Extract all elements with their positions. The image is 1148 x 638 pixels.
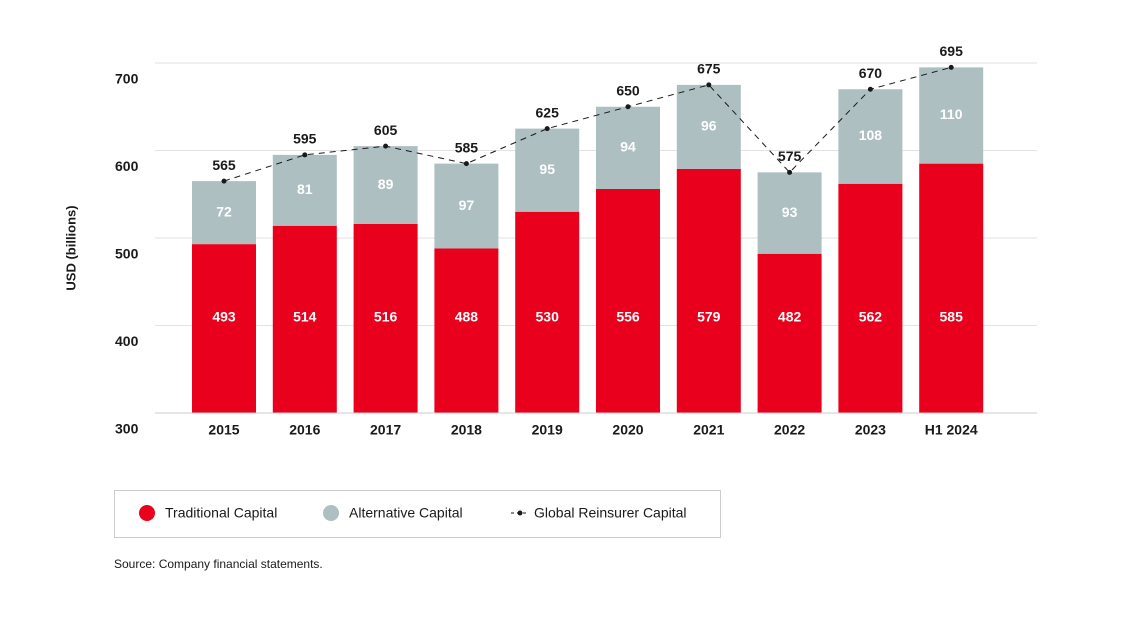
line-value-label: 625	[536, 104, 560, 120]
bar-value-label: 97	[459, 197, 475, 213]
bar-segment	[919, 67, 984, 164]
source-note: Source: Company financial statements.	[114, 557, 323, 571]
legend-swatch	[139, 505, 155, 521]
bar-segment	[192, 181, 256, 245]
bar-segment	[272, 225, 337, 413]
bar-segment	[596, 189, 660, 413]
bar-value-label: 95	[539, 161, 555, 177]
line-value-label: 565	[212, 157, 236, 173]
bar-value-label: 110	[940, 106, 963, 122]
bar-segment	[919, 163, 984, 413]
bar-value-label: 89	[378, 176, 394, 192]
line-point	[544, 126, 550, 132]
line-point	[625, 104, 631, 110]
legend-label: Alternative Capital	[349, 505, 463, 521]
bar-value-label: 556	[616, 309, 640, 325]
bar-segment	[353, 224, 418, 413]
line-value-label: 670	[859, 65, 883, 81]
line-value-label: 575	[778, 148, 802, 164]
line-value-label: 595	[293, 131, 317, 147]
y-tick-label: 500	[115, 246, 139, 262]
bar-value-label: 81	[297, 181, 313, 197]
x-tick-label: 2020	[612, 422, 643, 438]
bar-segment	[434, 163, 499, 249]
legend-marker	[517, 510, 523, 516]
legend-label: Traditional Capital	[165, 505, 277, 521]
line-point	[383, 143, 389, 149]
bar-value-label: 562	[859, 309, 883, 325]
x-tick-label: H1 2024	[925, 422, 978, 438]
bar-value-label: 579	[697, 309, 721, 325]
y-axis-label: USD (billions)	[63, 205, 78, 290]
x-tick-label: 2015	[208, 422, 239, 438]
x-tick-label: 2018	[451, 422, 482, 438]
x-tick-label: 2016	[289, 422, 320, 438]
bar-value-label: 72	[216, 203, 232, 219]
line-point	[948, 64, 954, 70]
bar-value-label: 96	[701, 118, 717, 134]
bar-segment	[757, 172, 822, 254]
y-tick-label: 300	[115, 421, 139, 437]
bar-value-label: 514	[293, 309, 317, 325]
bar-segment	[272, 154, 337, 226]
x-tick-label: 2023	[855, 422, 886, 438]
bar-value-label: 516	[374, 309, 398, 325]
bar-value-label: 108	[859, 127, 883, 143]
bar-segment	[353, 146, 418, 224]
x-tick-label: 2021	[693, 422, 724, 438]
bar-value-label: 493	[212, 309, 236, 325]
line-value-label: 675	[697, 61, 721, 77]
y-tick-label: 400	[115, 333, 139, 349]
line-point	[867, 86, 873, 92]
legend-box	[114, 490, 721, 538]
bar-segment	[434, 248, 499, 413]
legend-swatch	[323, 505, 339, 521]
bar-segment	[192, 244, 256, 413]
bar-value-label: 530	[536, 309, 560, 325]
line-point	[706, 82, 712, 88]
bar-segment	[838, 89, 903, 184]
bar-value-label: 93	[782, 204, 798, 220]
bar-segment	[757, 253, 822, 413]
line-value-label: 695	[940, 43, 964, 59]
bar-segment	[676, 84, 741, 169]
line-value-label: 585	[455, 139, 479, 155]
bar-segment	[515, 128, 580, 212]
bar-segment	[838, 183, 903, 413]
bar-segment	[515, 211, 580, 413]
line-point	[463, 161, 469, 167]
bar-value-label: 488	[455, 309, 479, 325]
bar-segment	[596, 106, 660, 189]
bar-value-label: 482	[778, 309, 802, 325]
line-value-label: 605	[374, 122, 398, 138]
legend-label: Global Reinsurer Capital	[534, 505, 687, 521]
line-point	[302, 152, 308, 158]
x-tick-label: 2022	[774, 422, 805, 438]
y-tick-label: 600	[115, 158, 139, 174]
line-value-label: 650	[616, 82, 640, 98]
bar-value-label: 585	[940, 309, 964, 325]
line-point	[787, 169, 793, 175]
x-tick-label: 2019	[532, 422, 563, 438]
line-series	[223, 66, 952, 182]
y-tick-label: 700	[115, 71, 139, 87]
line-point	[221, 178, 227, 184]
x-tick-label: 2017	[370, 422, 401, 438]
bar-value-label: 94	[620, 139, 636, 155]
bar-segment	[676, 168, 741, 413]
